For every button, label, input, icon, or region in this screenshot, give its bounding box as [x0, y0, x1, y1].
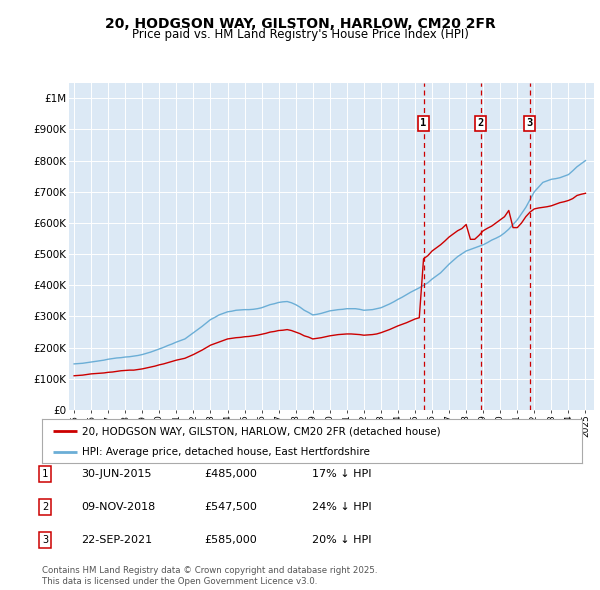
Text: 17% ↓ HPI: 17% ↓ HPI [312, 470, 371, 479]
Text: HPI: Average price, detached house, East Hertfordshire: HPI: Average price, detached house, East… [83, 447, 370, 457]
Text: 20, HODGSON WAY, GILSTON, HARLOW, CM20 2FR (detached house): 20, HODGSON WAY, GILSTON, HARLOW, CM20 2… [83, 427, 441, 436]
Text: Contains HM Land Registry data © Crown copyright and database right 2025.
This d: Contains HM Land Registry data © Crown c… [42, 566, 377, 586]
Text: £485,000: £485,000 [204, 470, 257, 479]
Text: 2: 2 [478, 118, 484, 128]
Text: Price paid vs. HM Land Registry's House Price Index (HPI): Price paid vs. HM Land Registry's House … [131, 28, 469, 41]
Text: 3: 3 [526, 118, 533, 128]
Text: 3: 3 [42, 535, 48, 545]
Text: 20% ↓ HPI: 20% ↓ HPI [312, 535, 371, 545]
Text: 1: 1 [421, 118, 427, 128]
Text: 20, HODGSON WAY, GILSTON, HARLOW, CM20 2FR: 20, HODGSON WAY, GILSTON, HARLOW, CM20 2… [104, 17, 496, 31]
Text: 1: 1 [42, 470, 48, 479]
Text: 30-JUN-2015: 30-JUN-2015 [81, 470, 151, 479]
Text: 24% ↓ HPI: 24% ↓ HPI [312, 503, 371, 512]
Text: £547,500: £547,500 [204, 503, 257, 512]
Text: £585,000: £585,000 [204, 535, 257, 545]
Text: 22-SEP-2021: 22-SEP-2021 [81, 535, 152, 545]
Text: 09-NOV-2018: 09-NOV-2018 [81, 503, 155, 512]
Text: 2: 2 [42, 503, 48, 512]
